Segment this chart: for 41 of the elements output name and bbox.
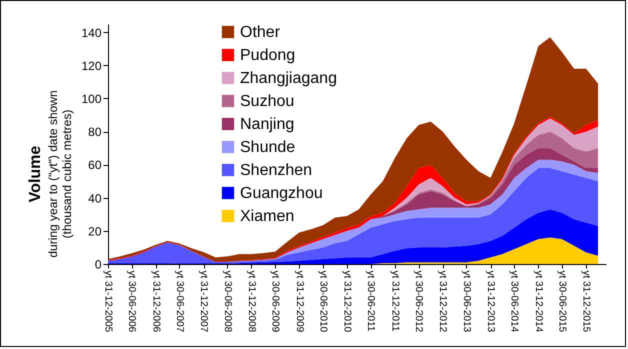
x-tick-label: yt 31-12-2008 [246,270,257,333]
legend-label: Zhangjiagang [240,70,337,87]
x-tick-label: yt 31-12-2015 [580,270,592,333]
legend-label: Shenzhen [240,162,312,179]
y-tick-label: 140 [81,26,102,40]
text: (thousand cubic metres) [60,108,74,240]
y-tick-label: 40 [88,191,102,206]
x-tick-label: yt 30-06-2010 [317,270,328,333]
x-tick-label: yt 31-12-2011 [389,270,400,332]
x-tick-label: yt 31-12-2009 [294,270,305,333]
x-tick-label: yt 31-12-2012 [437,270,448,333]
x-tick-label: yt 30-06-2009 [270,270,281,333]
x-tick-label: yt 30-06-2013 [460,270,472,333]
y-tick-label: 60 [88,158,102,172]
legend-label: Suzhou [240,93,294,110]
x-tick-label: yt 30-06-2012 [413,270,424,333]
legend-label: Other [240,24,281,41]
legend-label: Nanjing [240,116,294,133]
x-tick-label: yt 31-12-2006 [150,270,162,333]
legend-label: Guangzhou [240,185,323,202]
y-tick-label: 80 [88,125,102,140]
legend-label: Xiamen [240,208,294,225]
x-tick-label: yt 30-06-2006 [126,270,138,333]
y-tick-label: 20 [88,224,102,238]
text: during year to ("yt") date shown [46,89,60,260]
legend-label: Pudong [240,47,296,64]
x-tick-label: yt 31-12-2010 [342,270,353,333]
y-tick-label: 120 [81,58,102,73]
y-axis-title: Volume [26,144,45,204]
y-tick-label: 0 [94,258,102,272]
y-tick-label: 100 [81,92,102,106]
x-tick-label: yt 30-06-2014 [508,270,520,333]
x-tick-label: yt 30-06-2007 [174,270,185,333]
x-tick-label: yt 30-06-2015 [556,270,568,333]
x-tick-label: yt 31-12-2013 [485,270,496,333]
x-tick-label: yt 30-06-2008 [222,270,233,333]
x-tick-label: yt 30-06-2011 [365,270,376,332]
x-tick-label: yt 31-12-2007 [198,270,210,333]
x-tick-label: yt 31-12-2005 [102,270,114,333]
x-tick-label: yt 31-12-2014 [532,270,544,333]
legend-label: Shunde [240,139,296,156]
